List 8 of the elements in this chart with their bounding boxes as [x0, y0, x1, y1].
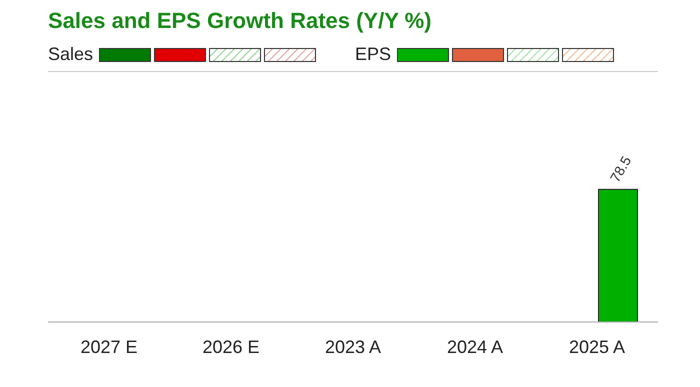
x-tick-label: 2025 A: [568, 336, 626, 357]
x-tick-label: 2023 A: [324, 336, 382, 357]
x-tick-label: 2024 A: [446, 336, 504, 357]
x-tick-label: 2026 E: [202, 336, 260, 357]
legend-label: Sales: [48, 44, 94, 65]
x-tick-label: 2027 E: [80, 336, 138, 357]
chart-title: Sales and EPS Growth Rates (Y/Y %): [48, 8, 432, 35]
legend-label: EPS: [355, 44, 392, 65]
